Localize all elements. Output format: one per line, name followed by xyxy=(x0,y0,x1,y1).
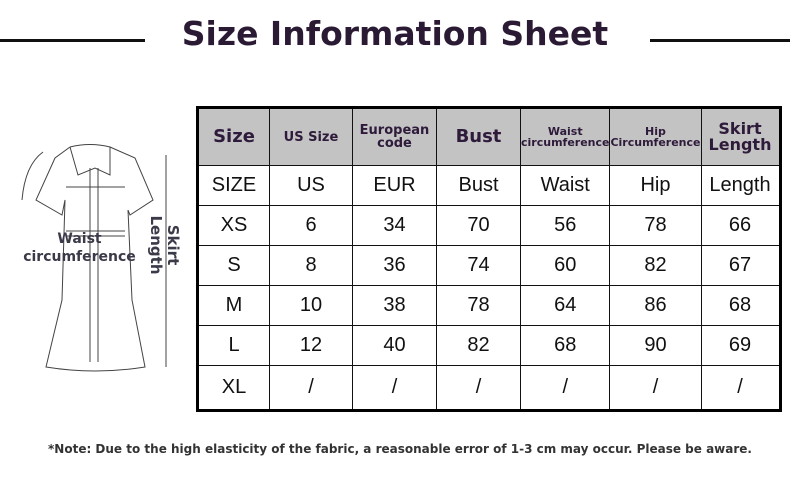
table-row: S 8 36 74 60 82 67 xyxy=(197,245,781,286)
table-row: M 10 38 78 64 86 68 xyxy=(197,285,781,326)
table-cell: 74 xyxy=(436,245,521,286)
table-row: XL / / / / / / xyxy=(197,365,781,411)
note-text: *Note: Due to the high elasticity of the… xyxy=(48,442,752,456)
table-row: SIZE US EUR Bust Waist Hip Length xyxy=(197,165,781,206)
table-cell: SIZE xyxy=(197,165,270,206)
header-size: Size xyxy=(197,107,270,166)
table-cell: S xyxy=(197,245,270,286)
table-cell: Waist xyxy=(519,165,611,206)
table-cell: 64 xyxy=(519,285,611,326)
size-table: Size US Size European code Bust Waist ci… xyxy=(196,106,782,412)
header-hip: Hip Circumference xyxy=(609,107,702,166)
table-cell: L xyxy=(197,325,270,366)
table-cell: / xyxy=(352,365,437,411)
table-header-row: Size US Size European code Bust Waist ci… xyxy=(197,107,781,166)
table-cell: 90 xyxy=(609,325,702,366)
table-cell: EUR xyxy=(352,165,437,206)
title-rule-left xyxy=(0,39,145,42)
table-cell: / xyxy=(519,365,611,411)
table-cell: 6 xyxy=(269,205,353,246)
table-cell: US xyxy=(269,165,353,206)
table-cell: M xyxy=(197,285,270,326)
table-cell: 60 xyxy=(519,245,611,286)
table-cell: 36 xyxy=(352,245,437,286)
title-rule-right xyxy=(650,39,790,42)
table-cell: XS xyxy=(197,205,270,246)
table-cell: Bust xyxy=(436,165,521,206)
table-cell: 56 xyxy=(519,205,611,246)
table-cell: / xyxy=(700,365,781,411)
header-bust: Bust xyxy=(436,107,521,166)
header-skirt-length: Skirt Length xyxy=(700,107,781,166)
header-waist: Waist circumference xyxy=(519,107,611,166)
table-cell: Length xyxy=(700,165,781,206)
table-cell: / xyxy=(436,365,521,411)
table-cell: 82 xyxy=(609,245,702,286)
table-cell: 8 xyxy=(269,245,353,286)
skirt-length-label: Skirt Length xyxy=(147,215,182,275)
table-row: XS 6 34 70 56 78 66 xyxy=(197,205,781,246)
table-cell: 34 xyxy=(352,205,437,246)
table-row: L 12 40 82 68 90 69 xyxy=(197,325,781,366)
table-cell: 38 xyxy=(352,285,437,326)
table-cell: 69 xyxy=(700,325,781,366)
table-cell: / xyxy=(269,365,353,411)
page-title: Size Information Sheet xyxy=(181,14,609,53)
table-cell: 70 xyxy=(436,205,521,246)
table-cell: 10 xyxy=(269,285,353,326)
header-us-size: US Size xyxy=(269,107,353,166)
table-cell: 66 xyxy=(700,205,781,246)
table-cell: 78 xyxy=(436,285,521,326)
table-cell: Hip xyxy=(609,165,702,206)
table-cell: 86 xyxy=(609,285,702,326)
table-cell: 82 xyxy=(436,325,521,366)
table-cell: 40 xyxy=(352,325,437,366)
table-cell: 12 xyxy=(269,325,353,366)
table-cell: 78 xyxy=(609,205,702,246)
table-cell: XL xyxy=(197,365,270,411)
table-cell: 67 xyxy=(700,245,781,286)
dress-diagram xyxy=(21,144,167,372)
waist-label: Waist circumference xyxy=(23,231,136,265)
table-cell: / xyxy=(609,365,702,411)
table-cell: 68 xyxy=(519,325,611,366)
table-cell: 68 xyxy=(700,285,781,326)
header-european-code: European code xyxy=(352,107,437,166)
